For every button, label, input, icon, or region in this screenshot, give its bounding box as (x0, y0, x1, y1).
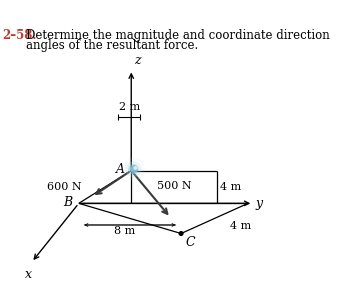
Circle shape (122, 158, 144, 180)
Circle shape (134, 167, 137, 169)
Text: y: y (256, 197, 263, 210)
Text: angles of the resultant force.: angles of the resultant force. (26, 39, 198, 52)
Text: 500 N: 500 N (158, 181, 192, 191)
Text: A: A (116, 163, 125, 176)
Text: 4 m: 4 m (229, 221, 251, 231)
Circle shape (179, 232, 183, 235)
Circle shape (129, 165, 138, 174)
Text: x: x (26, 268, 32, 281)
Circle shape (126, 162, 141, 177)
Text: 8 m: 8 m (114, 226, 135, 236)
Circle shape (131, 166, 137, 172)
Text: Determine the magnitude and coordinate direction: Determine the magnitude and coordinate d… (26, 29, 330, 42)
Text: 600 N: 600 N (47, 182, 81, 192)
Text: 4 m: 4 m (220, 182, 242, 192)
Text: 2 m: 2 m (119, 102, 140, 112)
Text: 2–58.: 2–58. (3, 29, 37, 42)
Text: B: B (63, 196, 72, 208)
Text: C: C (185, 236, 195, 249)
Text: z: z (134, 54, 140, 67)
